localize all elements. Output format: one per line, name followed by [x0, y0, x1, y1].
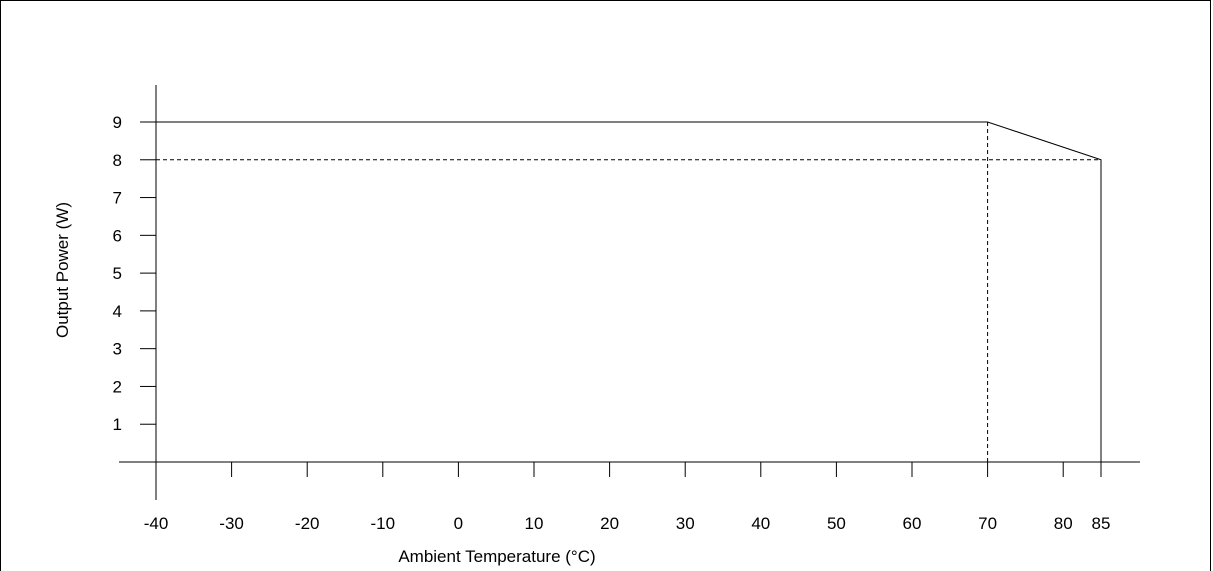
y-tick-label: 2 [113, 377, 122, 396]
x-tick-label: 85 [1092, 514, 1111, 533]
y-tick-label: 3 [113, 340, 122, 359]
y-tick-label: 7 [113, 189, 122, 208]
x-axis-label: Ambient Temperature (°C) [398, 547, 595, 566]
x-tick-label: 80 [1054, 514, 1073, 533]
x-tick-label: 30 [676, 514, 695, 533]
x-tick-label: -20 [295, 514, 320, 533]
x-tick-label: 10 [525, 514, 544, 533]
y-tick-label: 8 [113, 151, 122, 170]
x-tick-label: 20 [600, 514, 619, 533]
derating-curve [156, 121, 1102, 462]
x-tick-label: 70 [978, 514, 997, 533]
y-tick-label: 9 [113, 113, 122, 132]
x-tick-label: 40 [751, 514, 770, 533]
series [156, 121, 1102, 462]
y-tick-label: 6 [113, 226, 122, 245]
ticks: -40 -30 -20 -10 0 10 20 30 40 50 60 70 80 85 1 2 3 4 5 6 7 8 9 [113, 113, 1111, 533]
reference-lines [156, 122, 1101, 462]
x-tick-label: -40 [144, 514, 169, 533]
x-tick-label: -30 [219, 514, 244, 533]
x-tick-label: 0 [454, 514, 463, 533]
x-tick-label: -10 [371, 514, 396, 533]
y-tick-label: 4 [113, 302, 122, 321]
y-axis-label: Output Power (W) [53, 202, 72, 338]
x-tick-label: 50 [827, 514, 846, 533]
y-tick-label: 5 [113, 264, 122, 283]
y-tick-label: 1 [113, 415, 122, 434]
axes [119, 85, 1140, 500]
x-tick-label: 60 [903, 514, 922, 533]
